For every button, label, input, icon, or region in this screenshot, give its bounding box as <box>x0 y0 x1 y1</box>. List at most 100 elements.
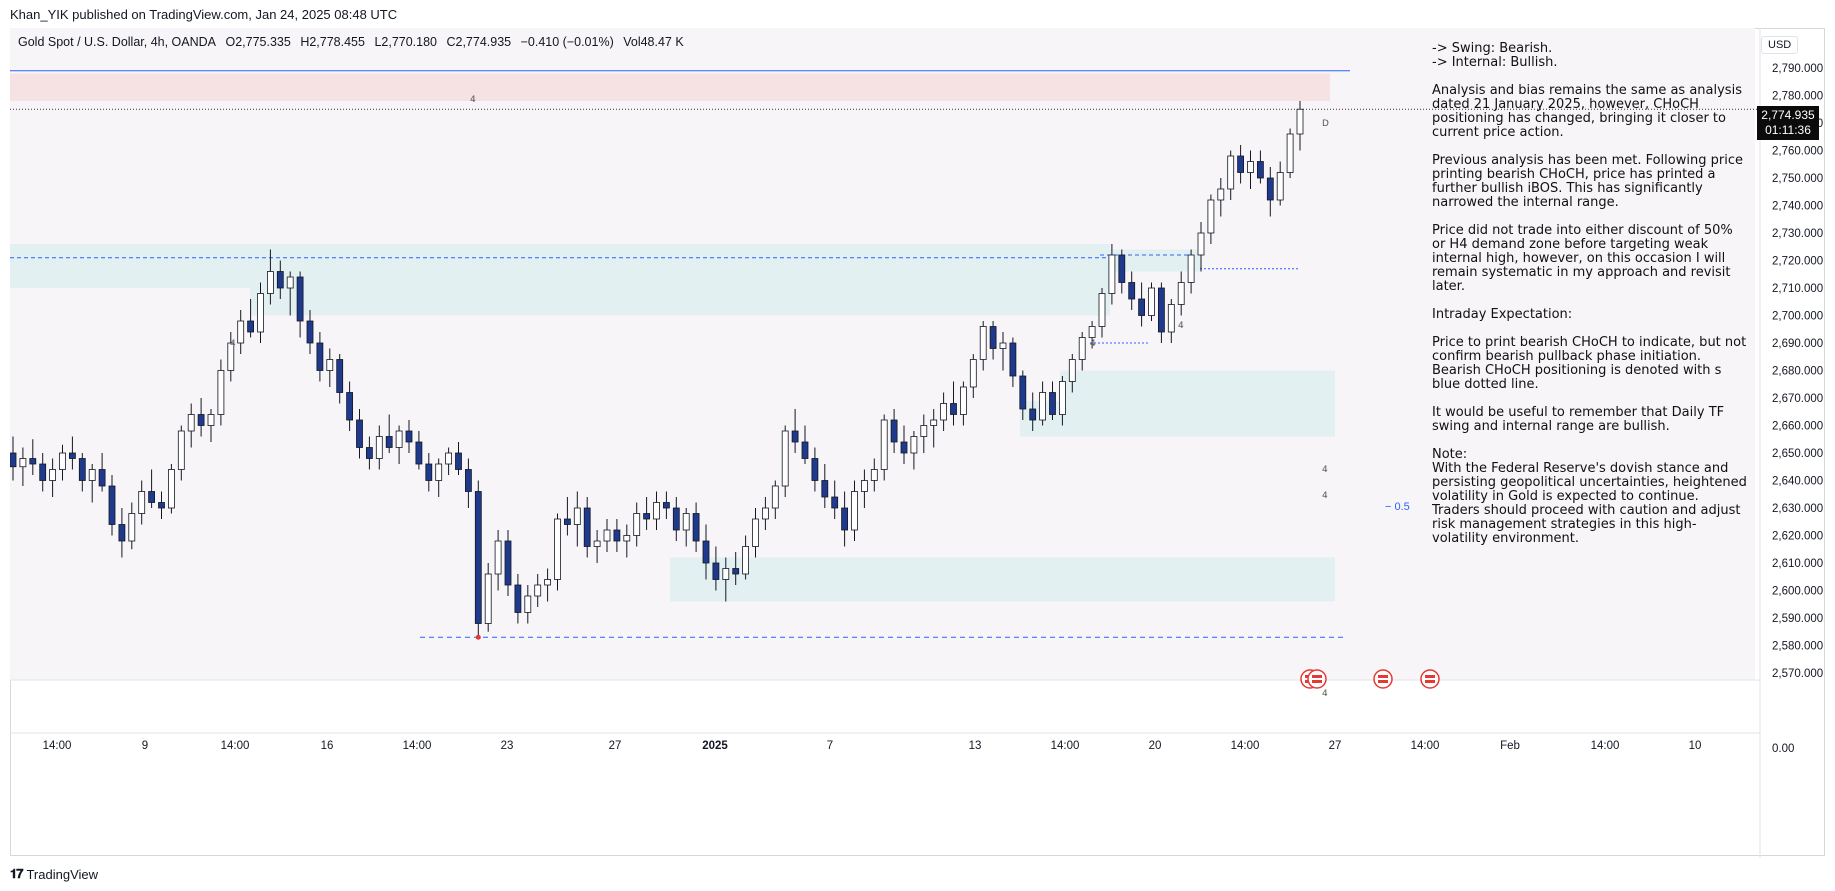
candle <box>692 513 700 542</box>
candle <box>286 276 294 289</box>
note-fed: With the Federal Reserve's dovish stance… <box>1432 461 1747 546</box>
flag-stripe <box>1425 675 1435 678</box>
mid-zone <box>250 244 1110 316</box>
x-tick-label: Feb <box>1500 740 1520 752</box>
demand-zone-3 <box>670 557 1335 602</box>
candle <box>1296 108 1304 135</box>
left-demand-zone <box>10 244 250 288</box>
legend-open: O2,775.335 <box>225 35 291 49</box>
candle <box>118 524 126 542</box>
candle <box>1217 188 1225 201</box>
candle <box>158 502 165 509</box>
candle <box>1118 254 1126 283</box>
tradingview-brand[interactable]: 𝟏𝟕 TradingView <box>10 866 98 882</box>
candle <box>564 518 571 525</box>
candle <box>1059 381 1066 415</box>
x-tick-label: 23 <box>501 740 514 752</box>
candle <box>801 441 809 459</box>
candle <box>385 436 393 448</box>
candle <box>910 436 918 454</box>
x-tick-label: 14:00 <box>403 740 432 752</box>
ohlc-legend: Gold Spot / U.S. Dollar, 4h, OANDA O2,77… <box>18 35 690 49</box>
candle <box>524 595 532 613</box>
legend-close: C2,774.935 <box>446 35 512 49</box>
y-tick-label: 2,570.000 <box>1772 668 1823 680</box>
candle <box>752 518 759 547</box>
flag-stripe <box>1312 675 1322 678</box>
candle <box>672 507 680 531</box>
candle <box>682 513 690 531</box>
fib-label: − 0.5 <box>1385 501 1410 513</box>
x-tick-label: 9 <box>142 740 148 752</box>
candle <box>791 430 799 443</box>
candle <box>811 458 819 481</box>
candle <box>1247 161 1254 173</box>
candle <box>237 320 245 344</box>
candle <box>544 579 551 586</box>
candle <box>1049 392 1056 415</box>
candle <box>336 359 344 393</box>
candle <box>415 441 423 465</box>
candle <box>821 480 829 498</box>
candle <box>603 529 611 542</box>
candle <box>227 342 235 371</box>
candle <box>742 546 749 575</box>
x-tick-label: 20 <box>1149 740 1162 752</box>
candle <box>197 414 205 426</box>
candle <box>722 568 730 580</box>
flag-stripe <box>1425 680 1435 683</box>
y-tick-label: 2,740.000 <box>1772 201 1823 213</box>
x-tick-label: 13 <box>969 740 982 752</box>
flag-stripe <box>1378 680 1388 683</box>
publisher-line: Khan_YIK published on TradingView.com, J… <box>10 7 398 22</box>
x-tick-label: 14:00 <box>43 740 72 752</box>
us-event-flag-icon <box>1373 669 1393 689</box>
candle <box>128 513 136 542</box>
candle <box>1266 177 1274 201</box>
y-tick-label: 2,720.000 <box>1772 256 1823 268</box>
y-tick-label: 2,750.000 <box>1772 173 1823 185</box>
demand-zone-1 <box>1060 370 1335 404</box>
x-tick-label: 14:00 <box>1231 740 1260 752</box>
candle <box>425 463 433 481</box>
y-tick-label: 2,650.000 <box>1772 448 1823 460</box>
candle <box>1207 199 1215 234</box>
zone-label: 4 <box>1322 689 1328 699</box>
legend-low: L2,770.180 <box>374 35 437 49</box>
candle <box>108 485 116 525</box>
y-tick-label: 2,580.000 <box>1772 641 1823 653</box>
y-tick-label: 2,680.000 <box>1772 366 1823 378</box>
candle <box>712 562 720 580</box>
candle <box>1257 161 1264 179</box>
candle <box>1029 408 1037 421</box>
x-tick-label: 14:00 <box>221 740 250 752</box>
candle <box>1187 254 1195 283</box>
candle <box>940 403 947 421</box>
candle <box>217 370 225 415</box>
candle <box>395 430 403 448</box>
x-tick-label: 7 <box>827 740 833 752</box>
candle <box>1009 342 1017 377</box>
candle <box>930 419 938 426</box>
candle <box>464 469 472 492</box>
demand-zone-2 <box>1020 400 1335 437</box>
x-tick-label: 27 <box>609 740 622 752</box>
swing-low-marker <box>475 634 481 640</box>
candle <box>1128 282 1136 300</box>
currency-button[interactable]: USD <box>1761 36 1799 54</box>
note-intraday-heading: Intraday Expectation: <box>1432 307 1573 322</box>
candle <box>950 403 957 415</box>
legend-volume: Vol48.47 K <box>623 35 684 49</box>
candle <box>187 414 195 432</box>
legend-symbol[interactable]: Gold Spot / U.S. Dollar, 4h, OANDA <box>18 35 216 49</box>
candle <box>762 507 769 520</box>
candle <box>1019 375 1027 410</box>
candle <box>643 513 650 520</box>
candle <box>494 540 502 575</box>
candle <box>880 419 888 470</box>
candle <box>375 436 383 459</box>
candle <box>316 342 324 371</box>
zone-label: 4 <box>1322 465 1328 475</box>
candle <box>890 419 898 443</box>
